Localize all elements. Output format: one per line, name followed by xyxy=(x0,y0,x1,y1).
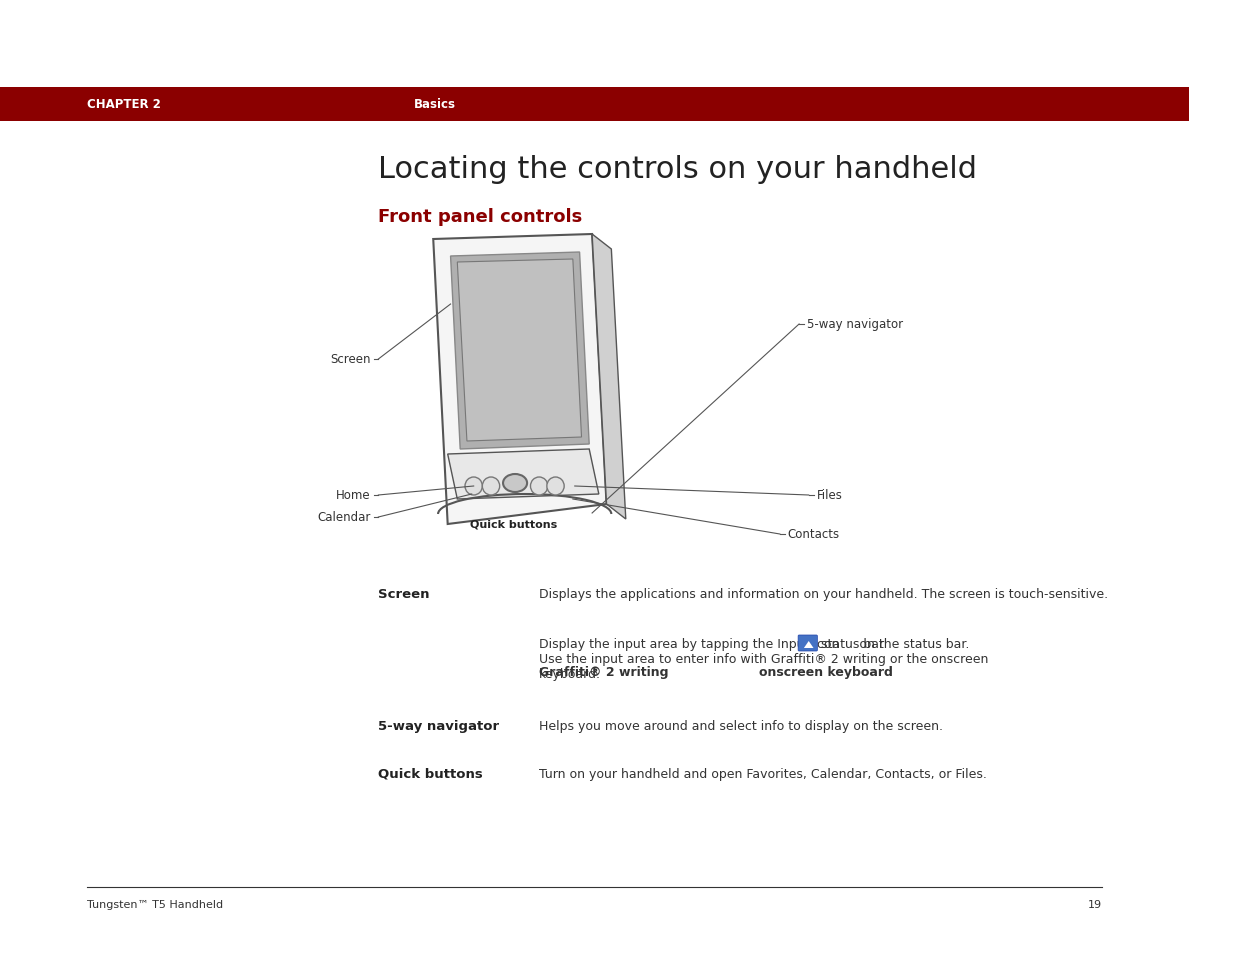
Text: Files: Files xyxy=(816,489,842,502)
Text: Displays the applications and information on your handheld. The screen is touch-: Displays the applications and informatio… xyxy=(540,587,1108,600)
Text: Quick buttons: Quick buttons xyxy=(378,767,483,781)
Text: status bar: status bar xyxy=(821,638,884,650)
Bar xyxy=(0,88,1189,122)
Text: onscreen keyboard: onscreen keyboard xyxy=(758,665,893,679)
Text: Graffiti® 2 writing: Graffiti® 2 writing xyxy=(540,665,668,679)
Text: Turn on your handheld and open Favorites, Calendar, Contacts, or Files.: Turn on your handheld and open Favorites… xyxy=(540,767,987,781)
Text: Helps you move around and select info to display on the screen.: Helps you move around and select info to… xyxy=(540,720,944,732)
Polygon shape xyxy=(451,253,589,450)
Text: Quick buttons: Quick buttons xyxy=(469,519,557,530)
Text: Calendar: Calendar xyxy=(317,511,370,524)
Text: Home: Home xyxy=(336,489,370,502)
Text: Screen: Screen xyxy=(330,354,370,366)
Text: 5-way navigator: 5-way navigator xyxy=(378,720,499,732)
Text: Screen: Screen xyxy=(378,587,430,600)
Text: Locating the controls on your handheld: Locating the controls on your handheld xyxy=(378,154,977,184)
Polygon shape xyxy=(457,260,582,441)
Text: Basics: Basics xyxy=(414,98,456,112)
Circle shape xyxy=(483,477,500,496)
Polygon shape xyxy=(447,450,599,499)
FancyBboxPatch shape xyxy=(798,636,818,651)
Ellipse shape xyxy=(503,475,527,493)
Text: Tungsten™ T5 Handheld: Tungsten™ T5 Handheld xyxy=(86,899,222,909)
Circle shape xyxy=(531,477,548,496)
Polygon shape xyxy=(804,641,814,648)
Text: Front panel controls: Front panel controls xyxy=(378,208,583,226)
Polygon shape xyxy=(433,234,606,524)
Text: 19: 19 xyxy=(1088,899,1103,909)
Text: 5-way navigator: 5-way navigator xyxy=(806,318,903,331)
Text: CHAPTER 2: CHAPTER 2 xyxy=(86,98,161,112)
Circle shape xyxy=(547,477,564,496)
Circle shape xyxy=(466,477,483,496)
Polygon shape xyxy=(592,234,626,519)
Text: Contacts: Contacts xyxy=(788,528,840,541)
Text: Display the input area by tapping the Input icon     on the status bar.
Use the : Display the input area by tapping the In… xyxy=(540,638,988,680)
